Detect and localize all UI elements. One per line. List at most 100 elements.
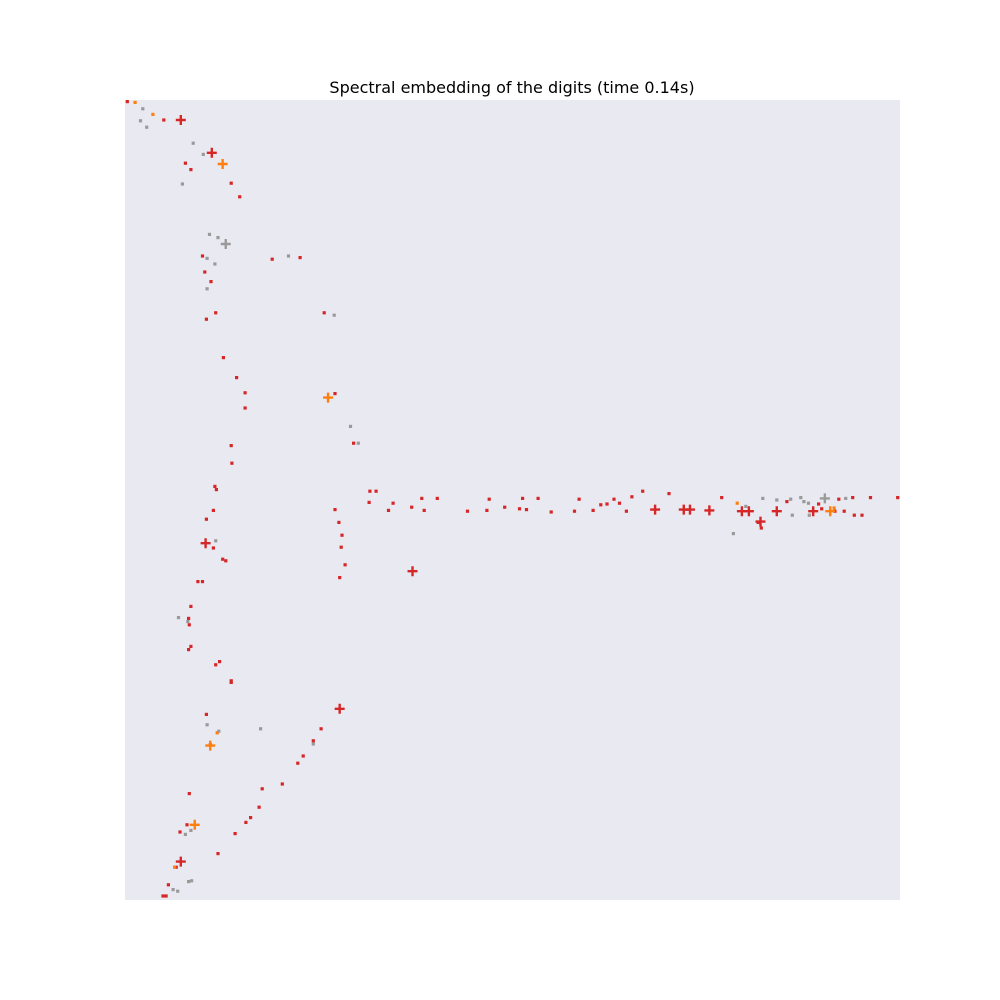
scatter-point-gray [205, 723, 209, 727]
scatter-point-red [667, 492, 671, 496]
scatter-point-red [617, 501, 622, 505]
scatter-point-red [572, 509, 577, 513]
scatter-point-red [339, 545, 343, 549]
scatter-point-gray [176, 889, 180, 893]
scatter-point-red [311, 739, 315, 743]
scatter-point-red [211, 546, 215, 550]
scatter-point-red-plus [206, 147, 217, 158]
scatter-point-red-plus [771, 506, 782, 517]
scatter-point-red [301, 754, 305, 758]
scatter-point-gray [180, 182, 184, 186]
scatter-point-red [238, 195, 242, 199]
scatter-point-gray [183, 832, 187, 836]
scatter-point-red [200, 580, 205, 584]
scatter-point-red [211, 508, 215, 512]
scatter-point-gray [802, 500, 806, 504]
scatter-point-red-plus [755, 516, 766, 527]
scatter-point-red [203, 270, 207, 274]
scatter-point-gray [205, 287, 209, 291]
scatter-point-orange-plus [825, 506, 836, 517]
scatter-point-red [521, 496, 525, 500]
scatter-point-red [386, 508, 391, 512]
scatter-point-red [257, 805, 261, 809]
scatter-point-red [517, 507, 522, 511]
scatter-point-red [759, 526, 763, 530]
scatter-point-red [218, 660, 222, 664]
scatter-point-gray [145, 125, 149, 129]
scatter-point-gray [207, 232, 212, 236]
scatter-point-red [244, 820, 248, 824]
scatter-point-red [852, 513, 856, 517]
scatter-point-gray [348, 424, 353, 428]
scatter-point-gray-plus [819, 493, 830, 504]
scatter-point-red [333, 508, 337, 512]
scatter-point-red [187, 792, 191, 796]
scatter-point-red [599, 503, 603, 507]
scatter-point-red-plus [334, 703, 345, 714]
scatter-point-red [166, 883, 170, 887]
scatter-point-red [200, 254, 205, 258]
scatter-point-red [549, 510, 553, 514]
scatter-point-red [503, 505, 507, 509]
scatter-point-red [213, 484, 217, 488]
scatter-point-gray [356, 441, 360, 445]
scatter-point-red [368, 489, 372, 493]
scatter-point-red [785, 500, 789, 504]
scatter-point-red [214, 311, 218, 315]
scatter-point-gray [217, 729, 221, 733]
scatter-point-red [410, 505, 414, 509]
scatter-point-red [720, 496, 724, 500]
scatter-point-red [367, 500, 371, 504]
scatter-point-red [391, 501, 395, 505]
scatter-point-red [209, 280, 213, 284]
scatter-point-red [216, 852, 220, 856]
scatter-point-orange-plus [217, 159, 228, 169]
scatter-point-red [485, 508, 489, 512]
scatter-point-red [183, 161, 187, 165]
scatter-point-red [249, 816, 253, 820]
scatter-point-gray [332, 313, 336, 317]
scatter-point-red [896, 496, 900, 500]
scatter-point-red [229, 444, 233, 448]
scatter-point-red [214, 663, 218, 667]
scatter-point-red-plus [704, 505, 715, 516]
scatter-point-gray [138, 119, 143, 123]
scatter-point-red [319, 727, 323, 731]
scatter-point-gray [205, 256, 209, 260]
scatter-point-gray [286, 254, 291, 258]
scatter-point-orange [735, 501, 739, 505]
scatter-point-red [465, 509, 470, 513]
scatter-point-red [204, 517, 208, 521]
scatter-point-red [214, 488, 218, 492]
scatter-point-red [374, 489, 378, 493]
scatter-point-gray [799, 496, 803, 500]
scatter-point-red [612, 497, 616, 501]
scatter-point-red [178, 830, 182, 834]
scatter-point-red [524, 508, 529, 512]
scatter-point-red [229, 181, 233, 185]
scatter-point-red [605, 502, 609, 506]
scatter-point-gray [176, 616, 181, 620]
scatter-point-red [125, 100, 129, 104]
scatter-point-red [337, 520, 341, 524]
scatter-point-red [868, 496, 873, 500]
scatter-point-red [270, 257, 274, 261]
scatter-point-red [224, 559, 228, 563]
scatter-point-gray [844, 496, 848, 500]
scatter-point-red [630, 495, 634, 499]
scatter-point-orange [832, 506, 836, 510]
scatter-point-gray [190, 879, 194, 883]
scatter-point-red [435, 496, 439, 500]
scatter-point-red [837, 497, 841, 501]
scatter-point-gray [761, 496, 765, 500]
scatter-point-gray [171, 888, 175, 892]
scatter-point-gray [775, 498, 779, 502]
scatter-point-red [243, 391, 247, 395]
scatter-point-red [851, 496, 855, 500]
scatter-point-red [577, 497, 581, 501]
scatter-point-red [187, 616, 191, 620]
scatter-point-gray [807, 513, 811, 517]
scatter-point-red [221, 557, 225, 561]
scatter-point-red [229, 680, 233, 684]
